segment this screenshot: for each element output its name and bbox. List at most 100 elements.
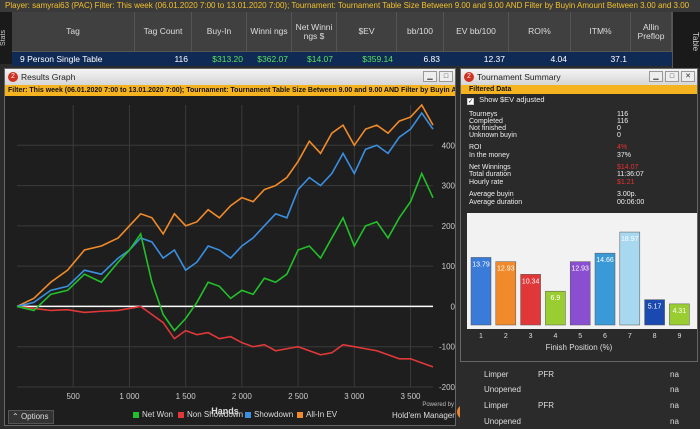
summary-label: Completed (469, 118, 503, 125)
legend-swatch (245, 411, 251, 418)
bar-category-label: 3 (529, 333, 533, 340)
legend-item-net-won[interactable]: Net Won (133, 410, 173, 419)
cell-itm: 37.1 (610, 54, 627, 64)
bar-category-label: 6 (603, 333, 607, 340)
finish-x-axis-label: Finish Position (%) (546, 343, 613, 352)
minimize-button[interactable]: ▁ (649, 71, 663, 82)
minimize-button[interactable]: ▁ (423, 71, 437, 82)
cell-ev: $359.14 (362, 54, 393, 64)
col-header-winnings[interactable]: Winni ngs (247, 12, 292, 52)
y-tick-label: 100 (442, 262, 455, 271)
series-line-net-won (16, 171, 434, 332)
summary-value: 37% (617, 152, 632, 159)
close-button[interactable]: ✕ (681, 71, 695, 82)
legend-item-allin-ev[interactable]: All-In EV (297, 410, 337, 419)
col-header-ev[interactable]: $EV (337, 12, 397, 52)
x-tick-label: 500 (67, 392, 81, 401)
bar-value-label: 12.93 (497, 266, 515, 273)
summary-label: Not finished (469, 125, 506, 132)
cell-tag: 9 Person Single Table (20, 54, 103, 64)
table-tab[interactable]: Table (672, 12, 700, 68)
hm-logo-icon: 2 (464, 72, 474, 82)
x-tick-label: 3 500 (400, 392, 421, 401)
bg-cell: na (670, 417, 679, 426)
hm-logo-icon: 2 (8, 72, 18, 82)
col-header-itm[interactable]: ITM% (571, 12, 631, 52)
bar-value-label: 5.17 (648, 304, 662, 311)
bar-category-label: 5 (578, 333, 582, 340)
bg-cell: Unopened (484, 385, 521, 394)
options-button[interactable]: ⌃ Options (8, 410, 54, 424)
show-ev-checkbox[interactable]: ✓ Show $EV adjusted (461, 94, 697, 105)
summary-label: Net Winnings (469, 164, 511, 171)
stats-table-header: Tag Tag Count Buy-In Winni ngs Net Winni… (12, 12, 672, 52)
col-header-tag-count[interactable]: Tag Count (135, 12, 192, 52)
col-header-ev-bb100[interactable]: EV bb/100 (444, 12, 509, 52)
legend-label: Non Showdown (187, 410, 244, 419)
summary-value: 4% (617, 144, 628, 151)
bg-cell: Unopened (484, 417, 521, 426)
legend-item-showdown[interactable]: Showdown (245, 410, 293, 419)
summary-label: ROI (469, 144, 482, 151)
summary-label: Hourly rate (469, 179, 504, 186)
y-tick-label: 0 (451, 302, 455, 311)
results-line-chart: -200 -100 0 100 200 300 400 500 1 000 1 500 2 000 2… (16, 103, 455, 416)
summary-value: 116 (617, 118, 629, 125)
col-header-roi[interactable]: ROI% (509, 12, 571, 52)
tournament-summary-window: 2 Tournament Summary ▁ □ ✕ Filtered Data… (460, 68, 698, 362)
x-tick-label: 1 500 (176, 392, 197, 401)
y-tick-label: 400 (442, 141, 455, 150)
maximize-button[interactable]: □ (665, 71, 679, 82)
bar-value-label: 10.34 (522, 278, 540, 285)
graph-title-bar[interactable]: 2 Results Graph ▁ □ (5, 69, 455, 85)
checkbox-icon: ✓ (467, 98, 474, 105)
col-header-bb100[interactable]: bb/100 (397, 12, 444, 52)
maximize-button[interactable]: □ (439, 71, 453, 82)
results-graph-window: 2 Results Graph ▁ □ Filter: This week (0… (4, 68, 456, 426)
legend-item-non-showdown[interactable]: Non Showdown (178, 410, 243, 419)
bg-cell: na (670, 401, 679, 410)
bar (594, 252, 616, 326)
y-tick-label: -100 (439, 343, 455, 352)
col-header-allin-preflop[interactable]: Allin Preflop (631, 12, 672, 52)
cell-bb100: 6.83 (423, 54, 440, 64)
powered-by-text: Powered by (422, 402, 454, 408)
x-tick-label: 2 500 (288, 392, 309, 401)
summary-value: 00:06:00 (617, 199, 645, 206)
graph-title: Results Graph (21, 72, 76, 82)
bar-category-label: 8 (653, 333, 657, 340)
series-line-showdown (16, 111, 434, 308)
series-line-all-in-ev (16, 103, 434, 308)
bar-category-label: 9 (677, 333, 681, 340)
summary-value: 11:36:07 (617, 171, 644, 178)
summary-label: Total duration (469, 171, 512, 178)
legend-label: Showdown (254, 410, 294, 419)
background-table: Limper PFR na Unopened na Limper PFR na … (460, 362, 700, 429)
col-header-tag[interactable]: Tag (12, 12, 135, 52)
summary-title-bar[interactable]: 2 Tournament Summary ▁ □ ✕ (461, 69, 697, 85)
col-header-buy-in[interactable]: Buy-In (192, 12, 247, 52)
summary-title: Tournament Summary (477, 72, 561, 82)
table-row[interactable]: 9 Person Single Table 116 $313.20 $362.0… (12, 52, 672, 66)
summary-value: 116 (617, 111, 629, 118)
bg-cell: PFR (538, 370, 554, 379)
cell-net-winnings: $14.07 (307, 54, 333, 64)
bar (644, 299, 665, 326)
bg-cell: PFR (538, 401, 554, 410)
legend-label: Net Won (142, 410, 173, 419)
bar-value-label: 6.9 (551, 295, 561, 302)
summary-value: $1.21 (617, 179, 635, 186)
col-header-net-winnings[interactable]: Net Winni ngs $ (292, 12, 337, 52)
summary-label: Unknown buyin (469, 132, 517, 139)
filter-info-bar: Player: samyrai63 (PAC) Filter: This wee… (0, 0, 700, 12)
bar (669, 303, 690, 326)
legend-swatch (133, 411, 139, 418)
bar-value-label: 13.79 (472, 261, 490, 268)
bar (520, 274, 541, 326)
cell-ev-bb100: 12.37 (483, 54, 505, 64)
bar-value-label: 14.66 (596, 257, 614, 264)
bg-cell: Limper (484, 370, 509, 379)
summary-label: Average buyin (469, 191, 514, 198)
bar (619, 231, 641, 326)
stats-tab[interactable]: Stats (0, 12, 12, 64)
